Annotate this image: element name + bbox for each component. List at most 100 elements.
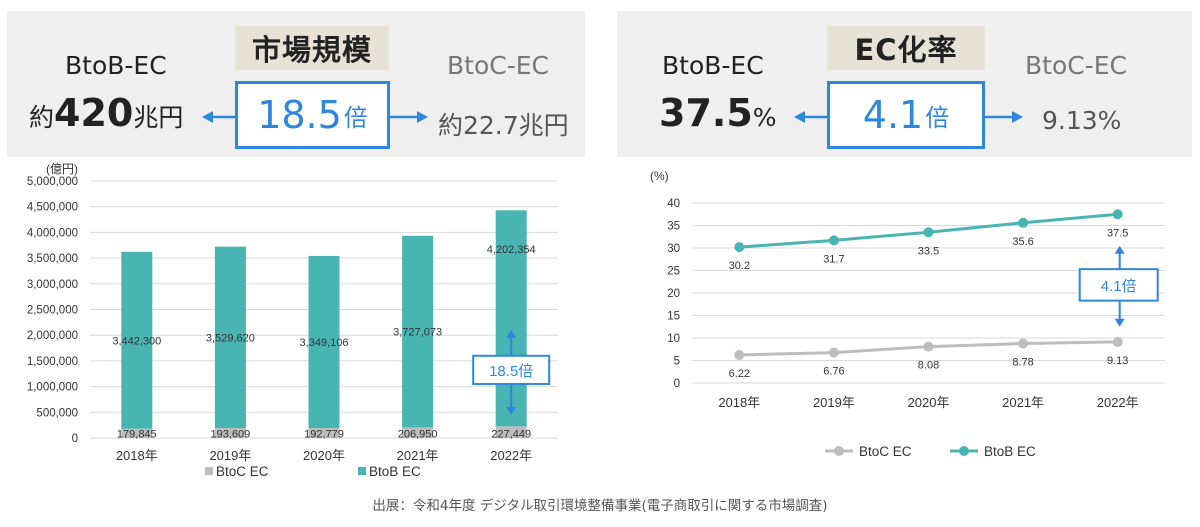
y-tick-label: 3,000,000 bbox=[27, 279, 78, 291]
market-size-bar-chart: (億円) 0 500,000 1,000,000 1,500,000 2,000,000 2… bbox=[27, 162, 558, 479]
bar-btoc bbox=[214, 428, 246, 438]
data-label-btob: 37.5 bbox=[1107, 227, 1128, 239]
legend-label-btoc: BtoC EC bbox=[216, 464, 269, 479]
point-btoc bbox=[923, 341, 934, 352]
data-label-btoc: 193,609 bbox=[211, 429, 251, 441]
annotation-box bbox=[1078, 268, 1159, 302]
legend-swatch-btob bbox=[358, 467, 366, 475]
arrow-up-icon bbox=[506, 330, 517, 339]
btob-label: BtoB-EC bbox=[65, 51, 167, 80]
x-tick-label: 2022年 bbox=[490, 448, 532, 463]
y-tick-label: 10 bbox=[667, 333, 680, 345]
market-size-tag: 市場規模 bbox=[235, 26, 389, 70]
bar-btoc bbox=[402, 427, 434, 438]
y-tick-label: 5,000,000 bbox=[27, 176, 78, 188]
btob-rate-label: BtoB-EC bbox=[662, 51, 764, 80]
arrow-right-icon bbox=[390, 111, 428, 123]
data-label-btoc: 8.08 bbox=[918, 360, 939, 372]
point-btoc bbox=[1112, 336, 1123, 347]
legend-label-btob: BtoB EC bbox=[984, 444, 1036, 459]
source-note: 出展：令和4年度 デジタル取引環境整備事業(電子商取引に関する市場調査) bbox=[372, 498, 828, 514]
data-label-btob: 35.6 bbox=[1012, 236, 1033, 248]
y-axis-title: (%) bbox=[650, 169, 669, 183]
y-tick-label: 35 bbox=[667, 221, 680, 233]
btob-rate-value: 37.5% bbox=[659, 91, 777, 135]
market-size-panel: 市場規模 BtoB-EC 約420兆円 18.5 倍 BtoC-EC 約22.7兆… bbox=[7, 11, 585, 157]
arrow-left-icon bbox=[794, 111, 832, 123]
legend-label-btob: BtoB EC bbox=[369, 464, 421, 479]
market-ratio-box: 18.5 倍 bbox=[235, 81, 390, 149]
bar-btob bbox=[214, 246, 246, 429]
x-tick-label: 2021年 bbox=[1002, 395, 1044, 410]
btob-market-value: 約420兆円 bbox=[29, 91, 184, 135]
y-tick-label: 15 bbox=[667, 311, 680, 323]
y-tick-label: 40 bbox=[667, 198, 680, 210]
data-label-btoc: 8.78 bbox=[1012, 356, 1033, 368]
legend-label-btoc: BtoC EC bbox=[859, 444, 912, 459]
arrow-down-icon bbox=[1114, 318, 1125, 327]
annotation-box bbox=[472, 354, 551, 386]
bar-btob bbox=[121, 251, 153, 429]
ec-rate-ratio-box: 4.1 倍 bbox=[827, 81, 985, 149]
bar-btob bbox=[308, 255, 340, 429]
annotation-label: 4.1倍 bbox=[1101, 278, 1137, 295]
data-label-btoc: 192,779 bbox=[304, 429, 344, 441]
x-tick-label: 2018年 bbox=[718, 395, 760, 410]
bar-btoc bbox=[308, 428, 340, 438]
ec-rate-line-chart: (%) 0 5 10 15 20 25 30 35 40 2018年 2019年 2020年 2021年… bbox=[650, 169, 1165, 459]
point-btob bbox=[1112, 209, 1123, 220]
data-label-btob: 3,349,106 bbox=[300, 337, 349, 349]
data-label-btoc: 206,950 bbox=[398, 429, 438, 441]
point-btob bbox=[1018, 217, 1029, 228]
data-label-btob: 31.7 bbox=[823, 253, 844, 265]
data-label-btob: 3,529,620 bbox=[206, 332, 255, 344]
arrow-up-icon bbox=[1114, 245, 1125, 254]
y-tick-label: 5 bbox=[674, 356, 680, 368]
y-tick-label: 0 bbox=[72, 433, 78, 445]
arrow-right-icon bbox=[985, 111, 1023, 123]
data-label-btob: 33.5 bbox=[918, 245, 939, 257]
arrow-down-icon bbox=[506, 406, 517, 415]
data-label-btob: 4,202,354 bbox=[487, 244, 536, 256]
data-label-btoc: 227,449 bbox=[491, 429, 531, 441]
legend-marker-btob bbox=[959, 446, 969, 456]
point-btob bbox=[734, 242, 745, 253]
point-btob bbox=[923, 227, 934, 238]
data-label-btoc: 9.13 bbox=[1107, 355, 1128, 367]
arrow-left-icon bbox=[202, 111, 240, 123]
data-label-btoc: 6.76 bbox=[823, 366, 844, 378]
point-btob bbox=[828, 235, 839, 246]
y-tick-label: 2,000,000 bbox=[27, 330, 78, 342]
y-tick-label: 500,000 bbox=[36, 407, 78, 419]
annotation-label: 18.5倍 bbox=[489, 363, 533, 380]
btoc-rate-label: BtoC-EC bbox=[1025, 51, 1127, 80]
x-tick-label: 2019年 bbox=[209, 448, 251, 463]
y-tick-label: 30 bbox=[667, 243, 680, 255]
y-axis-title: (億円) bbox=[46, 162, 78, 176]
btoc-market-value: 約22.7兆円 bbox=[438, 111, 569, 140]
y-tick-label: 2,500,000 bbox=[27, 305, 78, 317]
y-tick-label: 3,500,000 bbox=[27, 253, 78, 265]
point-btoc bbox=[734, 350, 745, 361]
bar-btoc bbox=[121, 428, 153, 438]
x-tick-label: 2021年 bbox=[397, 448, 439, 463]
ec-rate-panel: EC化率 BtoB-EC 37.5% 4.1 倍 BtoC-EC 9.13% bbox=[617, 11, 1192, 157]
point-btoc bbox=[828, 347, 839, 358]
y-tick-label: 4,000,000 bbox=[27, 227, 78, 239]
y-tick-label: 20 bbox=[667, 288, 680, 300]
x-tick-label: 2019年 bbox=[813, 395, 855, 410]
btoc-rate-value: 9.13% bbox=[1042, 106, 1122, 135]
bar-btob bbox=[402, 235, 434, 428]
y-tick-label: 1,000,000 bbox=[27, 382, 78, 394]
point-btoc bbox=[1018, 338, 1029, 349]
y-tick-label: 1,500,000 bbox=[27, 356, 78, 368]
data-label-btob: 3,442,300 bbox=[112, 335, 161, 347]
x-tick-label: 2022年 bbox=[1097, 395, 1139, 410]
data-label-btob: 3,727,073 bbox=[393, 327, 442, 339]
legend-marker-btoc bbox=[834, 446, 844, 456]
btoc-label: BtoC-EC bbox=[447, 51, 549, 80]
bar-btoc bbox=[495, 426, 527, 438]
x-tick-label: 2018年 bbox=[116, 448, 158, 463]
y-tick-label: 25 bbox=[667, 266, 680, 278]
x-tick-label: 2020年 bbox=[908, 395, 950, 410]
